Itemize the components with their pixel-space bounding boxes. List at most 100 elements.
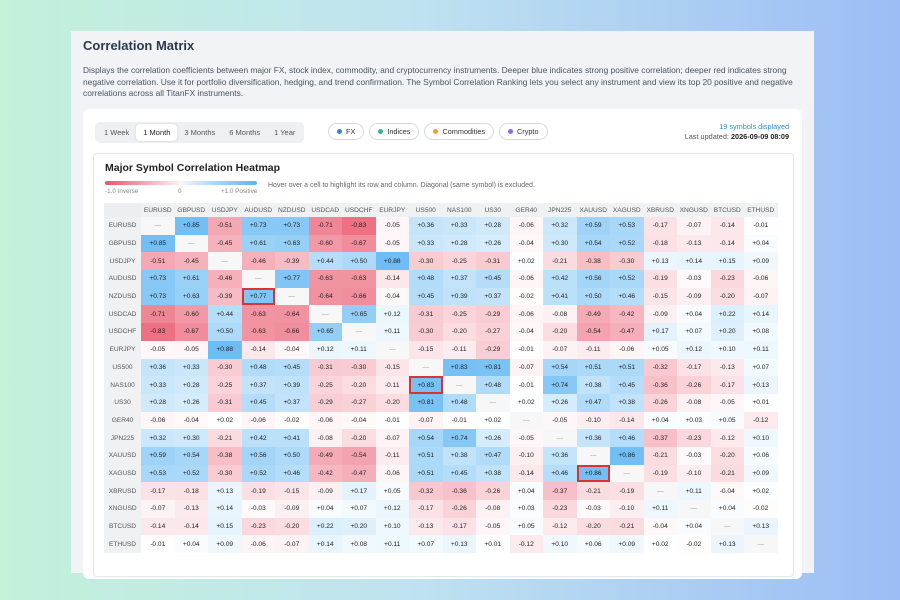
- heatmap-cell[interactable]: -0.09: [308, 482, 342, 500]
- heatmap-cell[interactable]: -0.06: [509, 270, 543, 288]
- heatmap-cell[interactable]: +0.33: [141, 376, 175, 394]
- heatmap-cell[interactable]: -0.60: [308, 234, 342, 253]
- heatmap-cell[interactable]: -0.14: [241, 340, 275, 359]
- heatmap-cell[interactable]: +0.04: [677, 517, 711, 536]
- heatmap-cell[interactable]: -0.14: [710, 234, 744, 253]
- heatmap-cell[interactable]: +0.44: [308, 252, 342, 271]
- heatmap-cell[interactable]: —: [375, 340, 409, 359]
- heatmap-cell[interactable]: -0.01: [509, 340, 543, 359]
- heatmap-cell[interactable]: —: [643, 482, 677, 500]
- heatmap-cell[interactable]: -0.10: [610, 500, 644, 518]
- heatmap-cell[interactable]: -0.14: [710, 217, 744, 235]
- heatmap-cell[interactable]: -0.38: [208, 446, 242, 465]
- heatmap-cell[interactable]: +0.12: [375, 305, 409, 324]
- heatmap-cell[interactable]: +0.06: [744, 446, 778, 465]
- heatmap-cell[interactable]: -0.49: [576, 305, 610, 324]
- heatmap-cell[interactable]: -0.64: [275, 305, 309, 324]
- heatmap-cell[interactable]: -0.63: [241, 305, 275, 324]
- heatmap-cell[interactable]: +0.05: [509, 517, 543, 536]
- heatmap-cell[interactable]: +0.45: [409, 287, 443, 306]
- heatmap-cell[interactable]: +0.32: [141, 429, 175, 447]
- heatmap-cell[interactable]: -0.63: [241, 323, 275, 341]
- heatmap-cell[interactable]: -0.05: [710, 393, 744, 412]
- heatmap-cell[interactable]: -0.42: [308, 464, 342, 483]
- heatmap-cell[interactable]: -0.45: [208, 234, 242, 253]
- heatmap-cell[interactable]: +0.86: [576, 464, 610, 483]
- heatmap-cell[interactable]: -0.05: [509, 429, 543, 447]
- heatmap-cell[interactable]: -0.66: [275, 323, 309, 341]
- heatmap-cell[interactable]: +0.52: [174, 464, 208, 483]
- heatmap-cell[interactable]: -0.54: [576, 323, 610, 341]
- heatmap-cell[interactable]: —: [677, 500, 711, 518]
- heatmap-cell[interactable]: +0.56: [241, 446, 275, 465]
- heatmap-cell[interactable]: -0.20: [375, 393, 409, 412]
- heatmap-cell[interactable]: —: [174, 234, 208, 253]
- heatmap-cell[interactable]: +0.14: [208, 500, 242, 518]
- heatmap-cell[interactable]: -0.10: [677, 464, 711, 483]
- heatmap-cell[interactable]: -0.51: [208, 217, 242, 235]
- heatmap-cell[interactable]: -0.13: [710, 358, 744, 377]
- heatmap-cell[interactable]: +0.07: [677, 323, 711, 341]
- heatmap-cell[interactable]: +0.26: [476, 234, 510, 253]
- heatmap-cell[interactable]: -0.07: [375, 429, 409, 447]
- heatmap-cell[interactable]: —: [208, 252, 242, 271]
- heatmap-cell[interactable]: +0.38: [442, 446, 476, 465]
- heatmap-cell[interactable]: +0.37: [241, 376, 275, 394]
- heatmap-cell[interactable]: +0.50: [576, 287, 610, 306]
- heatmap-cell[interactable]: -0.07: [543, 340, 577, 359]
- heatmap-cell[interactable]: +0.36: [409, 217, 443, 235]
- heatmap-cell[interactable]: +0.03: [509, 500, 543, 518]
- heatmap-cell[interactable]: +0.12: [308, 340, 342, 359]
- heatmap-cell[interactable]: +0.32: [543, 217, 577, 235]
- heatmap-cell[interactable]: -0.23: [677, 429, 711, 447]
- heatmap-cell[interactable]: +0.04: [174, 535, 208, 554]
- filter-crypto[interactable]: Crypto: [499, 123, 548, 140]
- heatmap-cell[interactable]: -0.08: [677, 393, 711, 412]
- heatmap-cell[interactable]: +0.83: [442, 358, 476, 377]
- heatmap-cell[interactable]: —: [476, 393, 510, 412]
- heatmap-cell[interactable]: +0.54: [576, 234, 610, 253]
- heatmap-cell[interactable]: -0.04: [342, 411, 376, 430]
- heatmap-cell[interactable]: -0.49: [308, 446, 342, 465]
- heatmap-cell[interactable]: -0.25: [208, 376, 242, 394]
- heatmap-cell[interactable]: +0.13: [442, 535, 476, 554]
- filter-commodities[interactable]: Commodities: [424, 123, 495, 140]
- heatmap-cell[interactable]: -0.14: [610, 411, 644, 430]
- heatmap-cell[interactable]: -0.09: [643, 305, 677, 324]
- heatmap-cell[interactable]: +0.41: [275, 429, 309, 447]
- heatmap-cell[interactable]: -0.08: [476, 500, 510, 518]
- heatmap-cell[interactable]: +0.11: [744, 340, 778, 359]
- heatmap-cell[interactable]: +0.20: [342, 517, 376, 536]
- heatmap-cell[interactable]: +0.54: [174, 446, 208, 465]
- heatmap-cell[interactable]: +0.30: [543, 234, 577, 253]
- heatmap-cell[interactable]: -0.31: [476, 252, 510, 271]
- heatmap-cell[interactable]: +0.48: [476, 376, 510, 394]
- heatmap-cell[interactable]: -0.02: [677, 535, 711, 554]
- heatmap-cell[interactable]: +0.51: [576, 358, 610, 377]
- heatmap-cell[interactable]: -0.06: [509, 217, 543, 235]
- heatmap-cell[interactable]: +0.45: [275, 358, 309, 377]
- heatmap-cell[interactable]: +0.33: [409, 234, 443, 253]
- heatmap-cell[interactable]: +0.26: [476, 429, 510, 447]
- tab-3-months[interactable]: 3 Months: [184, 128, 216, 137]
- heatmap-cell[interactable]: +0.02: [208, 411, 242, 430]
- heatmap-cell[interactable]: -0.01: [375, 411, 409, 430]
- heatmap-cell[interactable]: -0.19: [643, 270, 677, 288]
- heatmap-cell[interactable]: -0.05: [375, 217, 409, 235]
- heatmap-cell[interactable]: +0.73: [275, 217, 309, 235]
- heatmap-cell[interactable]: +0.02: [509, 393, 543, 412]
- heatmap-cell[interactable]: +0.20: [710, 323, 744, 341]
- heatmap-cell[interactable]: -0.02: [744, 500, 778, 518]
- heatmap-cell[interactable]: -0.04: [275, 340, 309, 359]
- heatmap-cell[interactable]: -0.23: [543, 500, 577, 518]
- heatmap-cell[interactable]: +0.05: [643, 340, 677, 359]
- heatmap-cell[interactable]: -0.13: [409, 517, 443, 536]
- heatmap-cell[interactable]: -0.14: [375, 270, 409, 288]
- heatmap-cell[interactable]: +0.45: [442, 464, 476, 483]
- heatmap-cell[interactable]: +0.51: [409, 464, 443, 483]
- heatmap-cell[interactable]: +0.30: [174, 429, 208, 447]
- heatmap-cell[interactable]: —: [710, 517, 744, 536]
- heatmap-cell[interactable]: +0.02: [643, 535, 677, 554]
- heatmap-cell[interactable]: +0.54: [543, 358, 577, 377]
- heatmap-cell[interactable]: -0.20: [442, 323, 476, 341]
